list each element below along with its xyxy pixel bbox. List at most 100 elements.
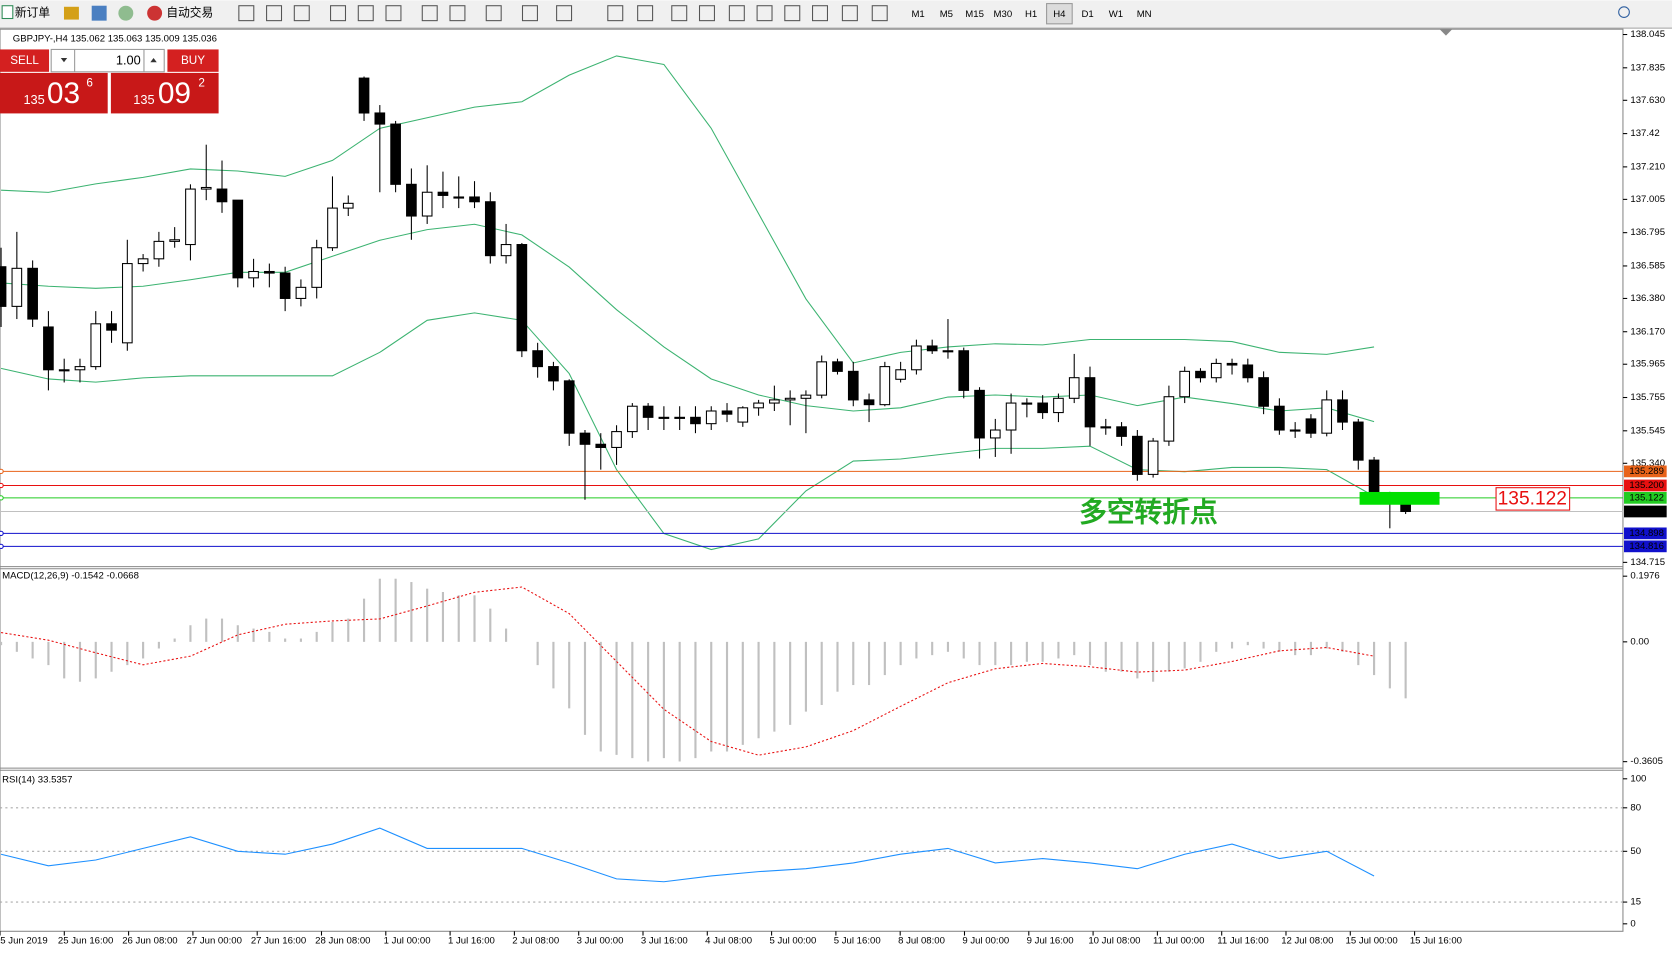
bollinger-band <box>1 55 1375 364</box>
toolbar-icon[interactable] <box>698 5 715 22</box>
icon[interactable] <box>63 6 79 20</box>
toolbar-icon[interactable] <box>871 5 888 22</box>
toolbar-icon[interactable] <box>266 5 283 22</box>
candle-body <box>642 405 654 418</box>
x-tick-label: 1 Jul 16:00 <box>448 935 495 946</box>
x-tick-label: 27 Jun 16:00 <box>251 935 306 946</box>
candle-body <box>1147 440 1159 475</box>
toolbar-icon[interactable] <box>637 5 654 22</box>
candle-body <box>1258 377 1269 407</box>
candle-body <box>406 183 417 217</box>
candle-body <box>1005 402 1017 431</box>
x-tick-label: 27 Jun 00:00 <box>187 935 242 946</box>
candle-body <box>611 431 622 448</box>
timeframe-button[interactable]: H4 <box>1053 9 1066 20</box>
y-tick-label: 136.380 <box>1630 293 1665 304</box>
toolbar-icon[interactable] <box>330 5 347 22</box>
toolbar-icon[interactable] <box>238 5 255 22</box>
toolbar-icon[interactable] <box>784 5 801 22</box>
candle-body <box>200 186 212 190</box>
candle-body <box>295 286 307 299</box>
toolbar-icon[interactable] <box>556 5 573 22</box>
timeframe-button[interactable]: H1 <box>1025 9 1037 20</box>
icon[interactable] <box>118 5 134 21</box>
button-label: 自动交易 <box>166 5 213 19</box>
candle-body <box>705 410 717 425</box>
candle-body <box>484 201 496 257</box>
ask-box[interactable] <box>110 72 219 114</box>
lot-value: 1.00 <box>116 53 141 68</box>
search-icon[interactable] <box>1618 6 1630 18</box>
toolbar-icon[interactable] <box>449 5 466 22</box>
x-tick-label: 5 Jul 00:00 <box>769 935 816 946</box>
toolbar-icon[interactable] <box>385 5 402 22</box>
y-tick-label: 135.545 <box>1630 425 1665 436</box>
candle-body <box>879 366 891 406</box>
bollinger-band <box>1 223 1375 423</box>
toolbar-icon[interactable] <box>728 5 745 22</box>
candle-body <box>784 397 796 401</box>
toolbar-icon[interactable] <box>293 5 310 22</box>
new-order-button[interactable]: 新订单 <box>1 5 50 19</box>
timeframe-button[interactable]: M30 <box>994 9 1013 20</box>
candle-body <box>769 399 780 404</box>
toolbar-icon[interactable] <box>812 5 829 22</box>
ask-big: 135 <box>133 92 154 107</box>
bid-box[interactable] <box>0 72 108 114</box>
timeframe-active[interactable] <box>1046 3 1073 25</box>
candle-body <box>627 405 638 433</box>
y-tick-label: 135.755 <box>1630 392 1665 403</box>
timeframe-button[interactable]: MN <box>1137 9 1152 20</box>
toolbar-icon[interactable] <box>671 5 688 22</box>
x-tick-label: 15 Jul 16:00 <box>1410 935 1462 946</box>
candle-body <box>153 240 165 260</box>
candle-body <box>185 188 196 246</box>
candle-body <box>121 263 133 344</box>
level-label-bg <box>1624 491 1667 504</box>
candle-body <box>1368 459 1380 494</box>
level-label-bg <box>1624 505 1667 518</box>
x-tick-label: 28 Jun 08:00 <box>315 935 370 946</box>
timeframe-button[interactable]: M5 <box>940 9 953 20</box>
candle-body <box>942 350 954 353</box>
candle-body <box>911 345 922 371</box>
bid-small: 6 <box>86 77 93 90</box>
y-tick-label: 0 <box>1630 918 1635 929</box>
toolbar-icon[interactable] <box>756 5 773 22</box>
candle-body <box>1321 399 1333 434</box>
x-tick-label: 9 Jul 16:00 <box>1027 935 1074 946</box>
toolbar-icon[interactable] <box>485 5 502 22</box>
auto-trading-button[interactable]: 自动交易 <box>147 5 213 21</box>
candle-body <box>832 361 843 372</box>
icon[interactable] <box>91 5 107 21</box>
toolbar-icon[interactable] <box>521 5 538 22</box>
candle-body <box>753 402 764 409</box>
candle-body <box>579 432 591 445</box>
rsi-line <box>0 827 1375 883</box>
level-handle <box>0 482 4 489</box>
lot-input[interactable] <box>50 48 165 73</box>
spin-up[interactable] <box>150 57 157 63</box>
x-tick-label: 25 Jun 2019 <box>0 935 48 946</box>
candle-body <box>690 416 701 425</box>
candle-body <box>1352 421 1364 461</box>
y-tick-label: -0.3605 <box>1630 756 1663 767</box>
timeframe-button[interactable]: M15 <box>965 9 984 20</box>
toolbar <box>0 0 1672 29</box>
timeframe-button[interactable]: D1 <box>1082 9 1094 20</box>
x-tick-label: 26 Jun 08:00 <box>122 935 177 946</box>
y-tick-label: 136.170 <box>1630 326 1665 337</box>
toolbar-icon[interactable] <box>421 5 438 22</box>
timeframe-button[interactable]: W1 <box>1109 9 1123 20</box>
timeframe-button[interactable]: M1 <box>911 9 924 20</box>
spin-down[interactable] <box>60 57 68 63</box>
timeframe-bar: M1 M5 M15 M30 H1 H4 D1 W1 MN <box>911 3 1630 25</box>
toolbar-icon[interactable] <box>357 5 374 22</box>
toolbar-icon[interactable] <box>841 5 858 22</box>
toolbar-icon[interactable] <box>607 5 624 22</box>
macd-label: MACD(12,26,9) -0.1542 -0.0668 <box>2 571 139 582</box>
sell-button[interactable] <box>0 49 50 72</box>
candle-body <box>816 361 828 396</box>
buy-button[interactable] <box>167 49 219 72</box>
